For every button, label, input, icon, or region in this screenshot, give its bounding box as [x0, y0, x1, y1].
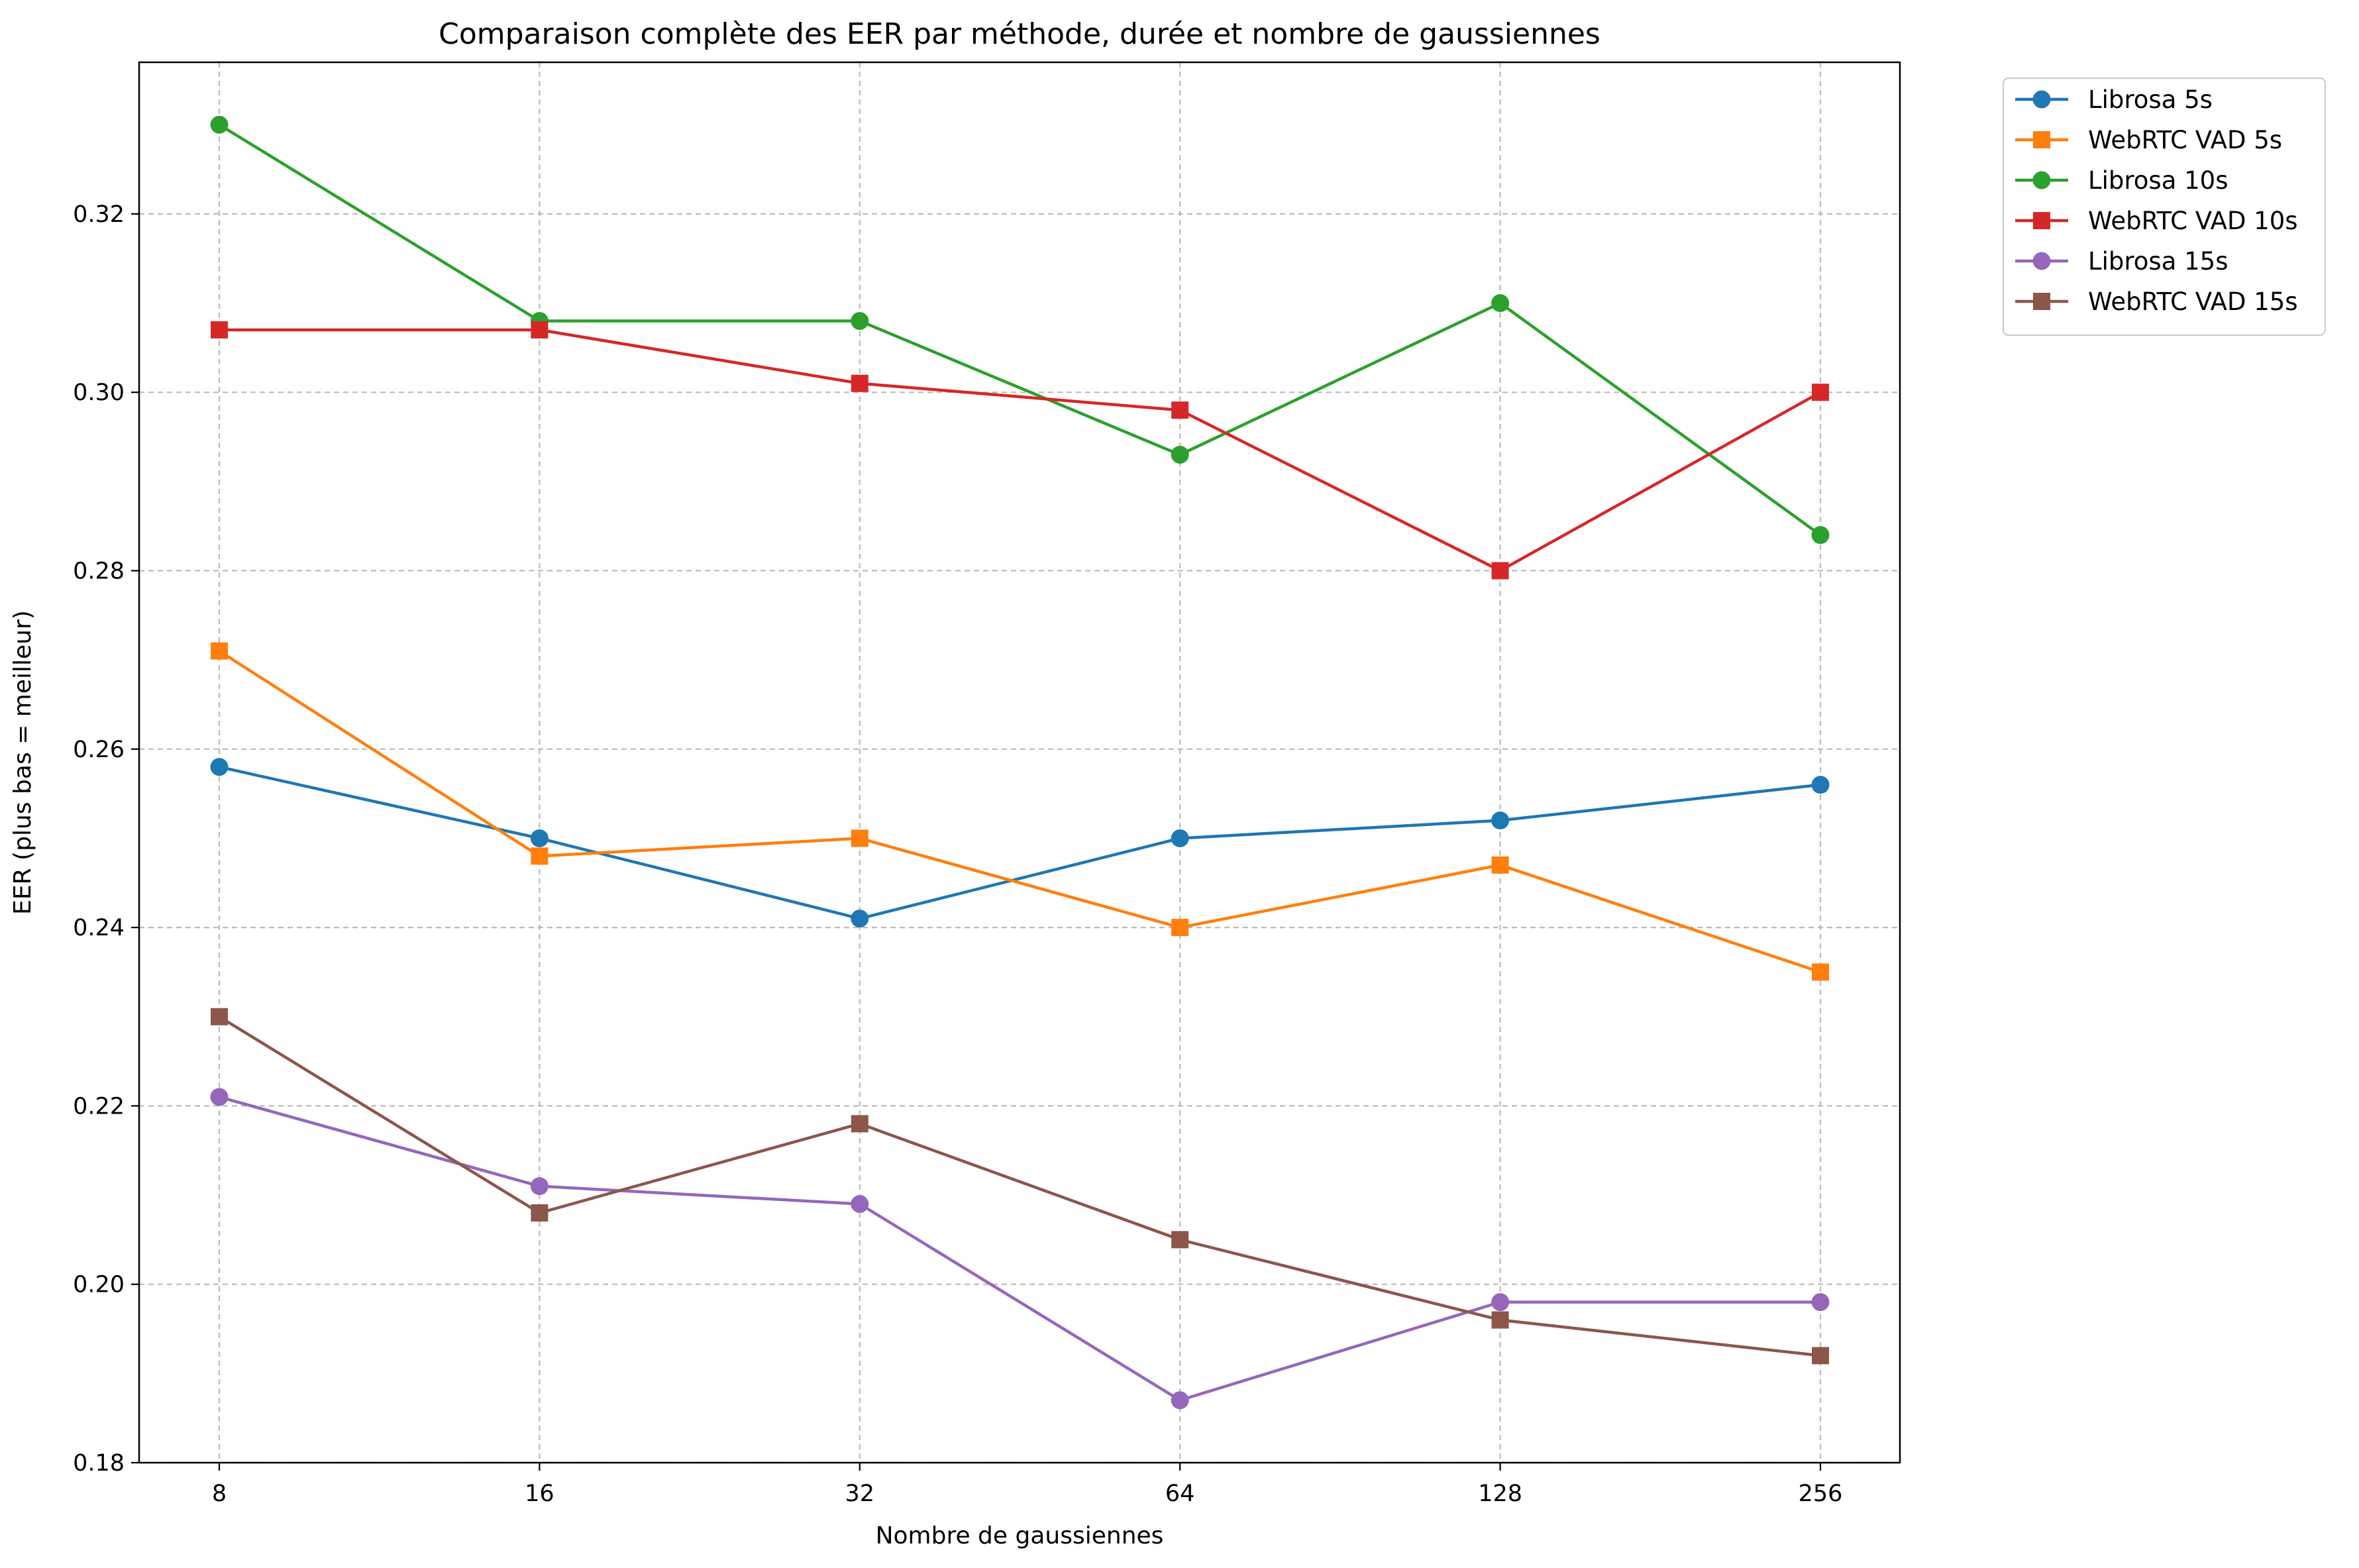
data-point: [1812, 963, 1829, 981]
legend-marker: [2033, 131, 2050, 148]
x-tick-label: 8: [212, 1481, 227, 1507]
legend-marker: [2033, 212, 2050, 229]
data-point: [210, 115, 229, 134]
x-tick-label: 256: [1799, 1481, 1843, 1507]
data-point: [210, 1088, 229, 1106]
x-tick-label: 32: [845, 1481, 875, 1507]
legend-item: WebRTC VAD 10s: [2015, 207, 2298, 235]
legend-marker: [2033, 293, 2050, 310]
data-point: [210, 758, 229, 776]
y-tick-label: 0.32: [73, 201, 125, 228]
data-point: [530, 829, 549, 847]
legend-box: [2002, 77, 2327, 337]
plot-frame: [138, 61, 1901, 1464]
x-tick-label: 128: [1478, 1481, 1522, 1507]
legend-item: Librosa 15s: [2015, 247, 2228, 276]
data-point: [851, 829, 868, 847]
legend-label: Librosa 10s: [2088, 166, 2228, 195]
data-point: [531, 847, 549, 865]
data-point: [851, 1195, 869, 1214]
legend-marker: [2032, 90, 2051, 109]
y-tick-label: 0.28: [73, 558, 125, 585]
data-point: [1171, 401, 1189, 419]
data-point: [1491, 562, 1509, 580]
y-tick-label: 0.30: [73, 380, 125, 406]
data-point: [211, 642, 228, 660]
series-group: [210, 115, 1830, 1410]
legend-item: WebRTC VAD 15s: [2015, 287, 2298, 316]
series-librosa-5s: [210, 758, 1830, 928]
series-webrtc-vad-5s: [211, 642, 1829, 981]
data-point: [1812, 384, 1829, 401]
x-tick-label: 64: [1165, 1481, 1195, 1507]
legend-label: WebRTC VAD 10s: [2088, 207, 2298, 235]
chart-title: Comparaison complète des EER par méthode…: [439, 17, 1600, 51]
series-line: [218, 1015, 1821, 1357]
legend-label: WebRTC VAD 15s: [2088, 287, 2298, 316]
data-point: [1171, 1231, 1189, 1249]
data-point: [1491, 1311, 1509, 1329]
legend-label: Librosa 5s: [2088, 85, 2213, 114]
legend-label: Librosa 15s: [2088, 247, 2228, 276]
data-point: [1811, 526, 1830, 545]
legend-item: Librosa 5s: [2015, 85, 2213, 114]
y-tick-label: 0.18: [73, 1450, 125, 1477]
axis-ticks: 8 16 32 64 128 256 0.18 0.20 0.22 0.24 0.26 0.28 0.3…: [73, 201, 1842, 1507]
data-point: [1491, 856, 1509, 874]
data-point: [1491, 811, 1510, 830]
data-point: [1491, 294, 1510, 313]
series-webrtc-vad-10s: [211, 321, 1829, 580]
series-librosa-15s: [210, 1088, 1830, 1410]
data-point: [851, 1115, 868, 1133]
data-point: [1171, 829, 1189, 847]
y-axis-label: EER (plus bas = meilleur): [9, 610, 36, 915]
data-point: [531, 321, 549, 339]
legend: Librosa 5s WebRTC VAD 5s Librosa 10s WebRTC…: [2002, 77, 2327, 337]
y-tick-label: 0.26: [73, 737, 125, 763]
data-point: [851, 374, 868, 392]
legend-marker: [2032, 252, 2051, 270]
data-point: [851, 311, 869, 330]
series-line: [218, 123, 1822, 537]
data-point: [1171, 1391, 1189, 1410]
data-point: [1811, 1293, 1830, 1312]
y-tick-label: 0.20: [73, 1272, 125, 1298]
data-point: [530, 1177, 549, 1196]
y-tick-label: 0.24: [73, 915, 125, 941]
series-line: [219, 1095, 1820, 1402]
data-point: [211, 1008, 228, 1025]
legend-label: WebRTC VAD 5s: [2088, 126, 2282, 154]
legend-item: WebRTC VAD 5s: [2015, 126, 2282, 154]
data-point: [1812, 1347, 1829, 1365]
legend-item: Librosa 10s: [2015, 166, 2228, 195]
data-point: [1171, 919, 1189, 937]
y-tick-label: 0.22: [73, 1093, 125, 1120]
series-webrtc-vad-15s: [211, 1008, 1829, 1365]
x-tick-label: 16: [525, 1481, 554, 1507]
legend-marker: [2032, 171, 2051, 189]
data-point: [1491, 1293, 1510, 1312]
series-line: [219, 765, 1821, 920]
data-point: [211, 321, 228, 339]
series-librosa-10s: [210, 115, 1830, 545]
series-line: [218, 649, 1821, 974]
grid: [139, 62, 1900, 1464]
x-axis-label: Nombre de gaussiennes: [876, 1522, 1164, 1549]
data-point: [1811, 776, 1830, 794]
data-point: [851, 910, 869, 928]
series-line: [219, 328, 1822, 572]
data-point: [1171, 445, 1189, 464]
data-point: [531, 1204, 549, 1222]
